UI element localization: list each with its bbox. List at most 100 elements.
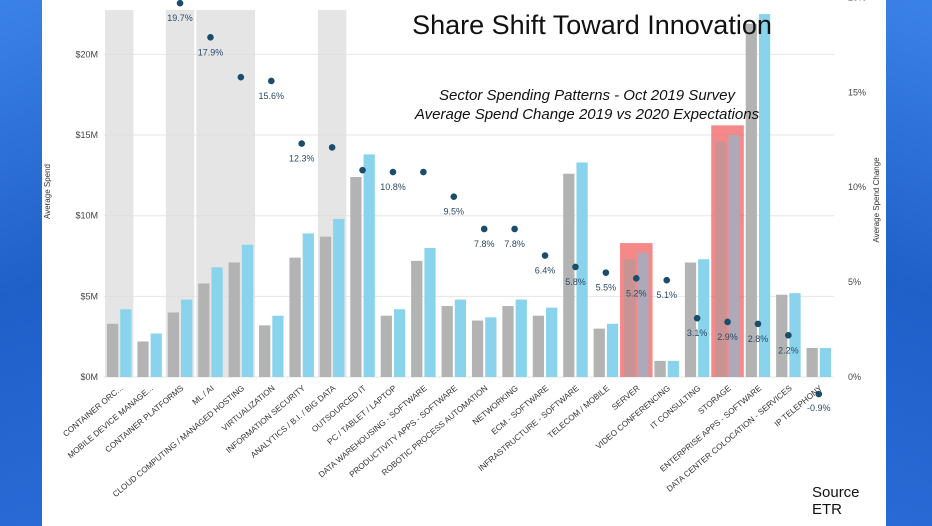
x-tick-label: ML / AI (191, 384, 216, 407)
spend-change-point (724, 318, 731, 326)
spend-change-point (237, 73, 245, 81)
point-label: 2.9% (717, 332, 738, 342)
bar-2019 (380, 315, 392, 377)
spend-change-point (450, 193, 458, 201)
point-label: 3.1% (687, 328, 708, 338)
bar-2020 (698, 259, 710, 377)
bar-2019 (137, 341, 149, 377)
bar-2020 (667, 360, 679, 377)
bar-2020 (181, 299, 193, 377)
bar-2020 (728, 135, 740, 377)
bar-2019 (289, 257, 301, 377)
spend-change-point (602, 269, 610, 276)
spend-change-point (663, 276, 671, 284)
y-tick-label: $10M (75, 211, 98, 221)
spend-change-point (298, 140, 306, 147)
spend-change-point (389, 168, 397, 176)
y-axis-title: Average Spend (43, 164, 52, 219)
bar-2019 (624, 259, 636, 377)
bar-2020 (272, 315, 284, 377)
bar-2020 (424, 247, 436, 377)
spend-change-point (785, 331, 792, 339)
point-label: -0.9% (807, 403, 831, 413)
bar-2019 (198, 283, 210, 377)
point-label: 10.8% (380, 182, 406, 192)
bar-2019 (228, 262, 240, 377)
chart: $0M$5M$10M$15M$20M0%5%10%15%20%25%30%Ave… (43, 0, 881, 499)
spend-change-point (541, 252, 549, 259)
y2-tick-label: 5% (848, 277, 861, 287)
bar-2020 (393, 309, 406, 377)
bar-2020 (241, 244, 254, 377)
bar-2019 (350, 176, 362, 377)
point-label: 19.7% (167, 13, 193, 23)
spend-change-point (328, 144, 336, 151)
bar-2019 (593, 328, 605, 377)
bar-2019 (319, 236, 332, 377)
bar-2019 (745, 23, 757, 378)
subtitle-line-2: Average Spend Change 2019 vs 2020 Expect… (414, 106, 760, 123)
y-tick-label: $0M (80, 372, 98, 382)
point-label: 5.2% (626, 288, 647, 298)
spend-change-point (572, 263, 579, 271)
bar-2019 (654, 360, 666, 377)
x-tick-label: OUTSOURCED IT (310, 384, 368, 434)
point-label: 5.5% (596, 283, 617, 293)
chart-title: Share Shift Toward Innovation (412, 10, 772, 40)
spend-change-point (511, 225, 518, 233)
y-tick-label: $15M (75, 130, 98, 140)
point-label: 2.8% (748, 334, 769, 344)
bar-2019 (441, 306, 453, 377)
bar-2020 (485, 317, 497, 377)
y-tick-label: $5M (80, 291, 98, 301)
y-tick-label: $20M (75, 49, 98, 59)
point-label: 17.9% (198, 47, 224, 57)
spend-change-point (754, 320, 762, 328)
bar-2019 (532, 315, 545, 377)
x-tick-label: PRODUCTIVITY APPS - SOFTWARE (348, 383, 460, 479)
bar-2020 (758, 14, 771, 378)
point-label: 6.4% (535, 266, 556, 276)
right-background-panel (886, 0, 932, 526)
bar-2019 (259, 325, 271, 377)
y2-tick-label: 10% (848, 182, 866, 192)
point-label: 7.8% (504, 239, 525, 249)
spend-change-point (815, 390, 823, 398)
spend-change-point (420, 168, 427, 176)
red-highlight-overlay (711, 125, 744, 377)
bar-2019 (684, 262, 697, 377)
spend-change-point (267, 77, 275, 85)
slide: $0M$5M$10M$15M$20M0%5%10%15%20%25%30%Ave… (42, 0, 886, 526)
point-label: 2.2% (778, 345, 799, 355)
point-label: 15.6% (259, 91, 285, 101)
bar-2020 (546, 307, 558, 377)
bar-2019 (563, 173, 575, 377)
spend-change-point (359, 166, 366, 174)
bar-2020 (302, 233, 314, 377)
bar-2019 (806, 347, 818, 377)
bar-2020 (789, 293, 801, 377)
spend-change-point (176, 0, 184, 7)
point-label: 5.8% (565, 277, 586, 287)
point-label: 9.5% (444, 207, 465, 217)
bar-2020 (454, 299, 467, 377)
red-highlight-overlay (620, 243, 653, 377)
left-background-panel (0, 0, 46, 526)
y2-axis-title: Average Spend Change (872, 157, 881, 243)
y2-tick-label: 15% (848, 87, 866, 97)
chart-subtitle: Sector Spending Patterns - Oct 2019 Surv… (372, 86, 802, 124)
bar-2020 (211, 267, 223, 377)
spend-change-point (632, 275, 640, 282)
bar-2019 (411, 260, 423, 377)
x-tick-label: VIRTUALIZATION (220, 384, 276, 433)
spend-change-point (693, 314, 701, 322)
bar-2019 (471, 320, 484, 377)
bar-2020 (120, 309, 132, 377)
bar-2020 (819, 347, 832, 377)
x-tick-label: DATA WAREHOUSING - SOFTWARE (317, 383, 429, 479)
y2-tick-label: 0% (848, 372, 861, 382)
subtitle-line-1: Sector Spending Patterns - Oct 2019 Surv… (439, 87, 735, 104)
point-label: 12.3% (289, 154, 315, 164)
point-label: 5.1% (656, 290, 677, 300)
bar-2020 (363, 154, 375, 377)
